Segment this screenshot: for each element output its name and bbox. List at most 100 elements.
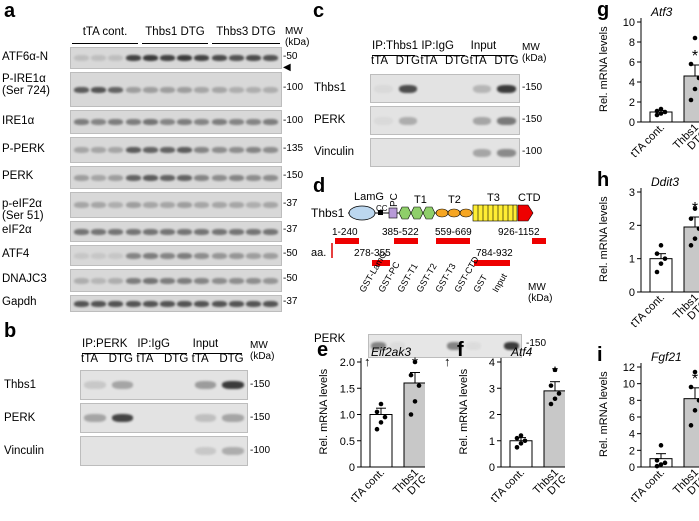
- blot-band: [142, 86, 158, 93]
- data-point: [374, 426, 380, 432]
- blot-band: [108, 119, 124, 125]
- group-tta-cont: tTA cont.: [82, 26, 128, 38]
- group-thbs3-dtg: Thbs3 DTG: [216, 26, 276, 38]
- y-tick-label: 3: [489, 383, 495, 395]
- blot-band: [374, 84, 393, 93]
- blot-band: [211, 277, 227, 284]
- blot-band: [160, 252, 175, 259]
- lane-label: tTA: [191, 353, 209, 365]
- western-blot-a: ATF6α-N -50 P-IRE1α (Ser 724) -100 IRE1α -100…: [0, 46, 304, 312]
- blot-band: [108, 202, 124, 208]
- y-tick-label: 10: [623, 379, 635, 391]
- blot-band: [108, 55, 124, 61]
- panel-label-b: b: [4, 320, 17, 342]
- data-point: [692, 236, 698, 241]
- coip-blot-c: IP:Thbs1 IP:IgG Input tTA DTG tTA DTG tTA DTG MW …: [310, 10, 550, 167]
- y-tick-label: 0.5: [340, 436, 355, 448]
- blot-band: [160, 277, 175, 284]
- y-tick-label: 0: [629, 117, 635, 129]
- blot-strip: [70, 110, 282, 134]
- blot-row-label: PERK: [314, 333, 346, 345]
- x-tick-label: Thbs1: [671, 292, 699, 322]
- blot-band: [125, 86, 141, 93]
- blot-band: [228, 174, 244, 181]
- bar: [403, 382, 425, 468]
- blot-band: [194, 202, 210, 208]
- x-tick-label: DTG: [685, 128, 699, 153]
- bar: [683, 398, 699, 468]
- domain-ctd: [517, 204, 534, 222]
- blot-strip: [80, 436, 248, 466]
- blot-band: [246, 300, 261, 307]
- significance-star: *: [692, 371, 698, 388]
- blot-band: [177, 147, 193, 153]
- y-axis-label: Rel. mRNA levels: [458, 368, 470, 454]
- blot-band: [211, 119, 227, 125]
- bar: [649, 111, 673, 123]
- blot-band: [263, 228, 279, 235]
- gene-title: Atf3: [650, 5, 673, 19]
- ip-group-label: IP:IgG: [137, 338, 170, 350]
- blot-band: [74, 147, 89, 153]
- mw-marker: -37: [283, 296, 298, 307]
- blot-band: [177, 55, 193, 61]
- data-point: [688, 97, 694, 103]
- mw-marker: -150: [283, 170, 304, 181]
- blot-band: [142, 228, 158, 235]
- bar: [509, 440, 533, 468]
- blot-band: [211, 252, 227, 259]
- y-tick-label: 12: [623, 362, 635, 374]
- y-tick-label: 3: [629, 187, 635, 199]
- blot-band: [497, 148, 516, 157]
- blot-band: [177, 202, 193, 208]
- data-point: [412, 399, 418, 404]
- data-point: [522, 438, 528, 444]
- blot-band: [211, 86, 227, 93]
- data-point: [548, 383, 554, 388]
- blot-band: [108, 252, 124, 259]
- fragment-1-240: [335, 238, 359, 244]
- data-point: [654, 251, 660, 256]
- x-tick-label: tTA cont.: [489, 467, 528, 506]
- data-point: [408, 372, 414, 378]
- blot-band: [263, 202, 279, 208]
- data-point: [688, 384, 694, 390]
- blot-strip: [368, 334, 522, 358]
- blot-band: [74, 119, 89, 125]
- mw-marker: -37: [283, 224, 298, 235]
- mw-marker: -37: [283, 197, 298, 209]
- blot-row-label: P-IRE1α (Ser 724): [2, 73, 50, 97]
- blot-band: [160, 119, 175, 125]
- blot-band: [263, 174, 279, 181]
- blot-band: [398, 84, 418, 93]
- blot-band: [160, 55, 175, 61]
- blot-band: [125, 174, 141, 181]
- lane-label: DTG: [445, 55, 470, 67]
- significance-star: *: [412, 356, 418, 373]
- data-point: [552, 396, 558, 402]
- blot-band: [125, 252, 141, 259]
- blot-band: [228, 202, 244, 208]
- blot-strip: [70, 47, 282, 69]
- blot-strip: [70, 295, 282, 312]
- blot-band: [263, 147, 279, 153]
- blot-band: [466, 342, 481, 350]
- y-axis-label: Rel. mRNA levels: [598, 371, 610, 457]
- blot-band: [74, 228, 89, 235]
- blot-band: [160, 300, 175, 307]
- blot-band: [374, 116, 393, 125]
- blot-band: [125, 300, 141, 307]
- ip-group-label: IP:Thbs1: [372, 40, 419, 52]
- blot-band: [263, 86, 279, 93]
- blot-band: [246, 147, 261, 153]
- blot-band: [142, 202, 158, 208]
- blot-band: [91, 228, 107, 235]
- data-point: [688, 423, 694, 428]
- blot-row-label: ATF6α-N: [2, 50, 49, 63]
- blot-band: [108, 277, 124, 284]
- mw-marker: -100: [522, 146, 543, 157]
- blot-band: [263, 55, 279, 61]
- domain-label-pc: PC: [389, 193, 400, 207]
- blot-band: [472, 148, 492, 157]
